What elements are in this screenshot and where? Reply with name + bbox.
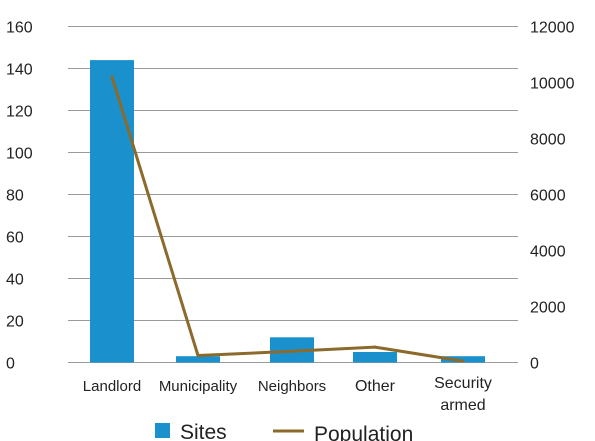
population-point xyxy=(110,75,114,79)
y-right-tick-label: 4000 xyxy=(530,244,566,261)
y-left-tick-label: 60 xyxy=(6,230,24,247)
y-right-tick-label: 6000 xyxy=(530,188,566,205)
category-label: Security xyxy=(434,375,492,392)
population-point xyxy=(290,349,294,353)
y-left-tick-label: 100 xyxy=(6,146,33,163)
population-line xyxy=(110,76,464,363)
bar-security-armed xyxy=(441,356,485,363)
y-left-tick-label: 140 xyxy=(6,62,33,79)
y-left-tick-label: 160 xyxy=(6,20,33,37)
legend-sites-swatch xyxy=(155,423,170,438)
category-label: Neighbors xyxy=(258,378,326,395)
y-left-tick-label: 40 xyxy=(6,272,24,289)
population-point xyxy=(373,345,377,349)
category-label: Other xyxy=(355,378,396,395)
y-left-tick-label: 120 xyxy=(6,104,33,121)
bar-other xyxy=(353,352,397,363)
y-left-tick-label: 0 xyxy=(6,356,15,373)
y-left-tick-label: 80 xyxy=(6,188,24,205)
bar-landlord xyxy=(90,60,134,363)
category-label: armed xyxy=(440,397,485,414)
y-left-tick-label: 20 xyxy=(6,314,24,331)
category-label: Municipality xyxy=(159,378,238,395)
bar-municipality xyxy=(176,356,220,363)
category-label: Landlord xyxy=(83,378,141,395)
legend-population-label: Population xyxy=(314,423,413,441)
y-right-tick-label: 12000 xyxy=(530,20,575,37)
population-point xyxy=(461,359,465,363)
population-point xyxy=(196,354,200,357)
y-right-tick-label: 8000 xyxy=(530,132,566,149)
y-right-tick-label: 10000 xyxy=(530,76,575,93)
y-right-tick-label: 2000 xyxy=(530,300,566,317)
legend-sites-label: Sites xyxy=(180,421,227,441)
y-right-tick-label: 0 xyxy=(530,356,539,373)
